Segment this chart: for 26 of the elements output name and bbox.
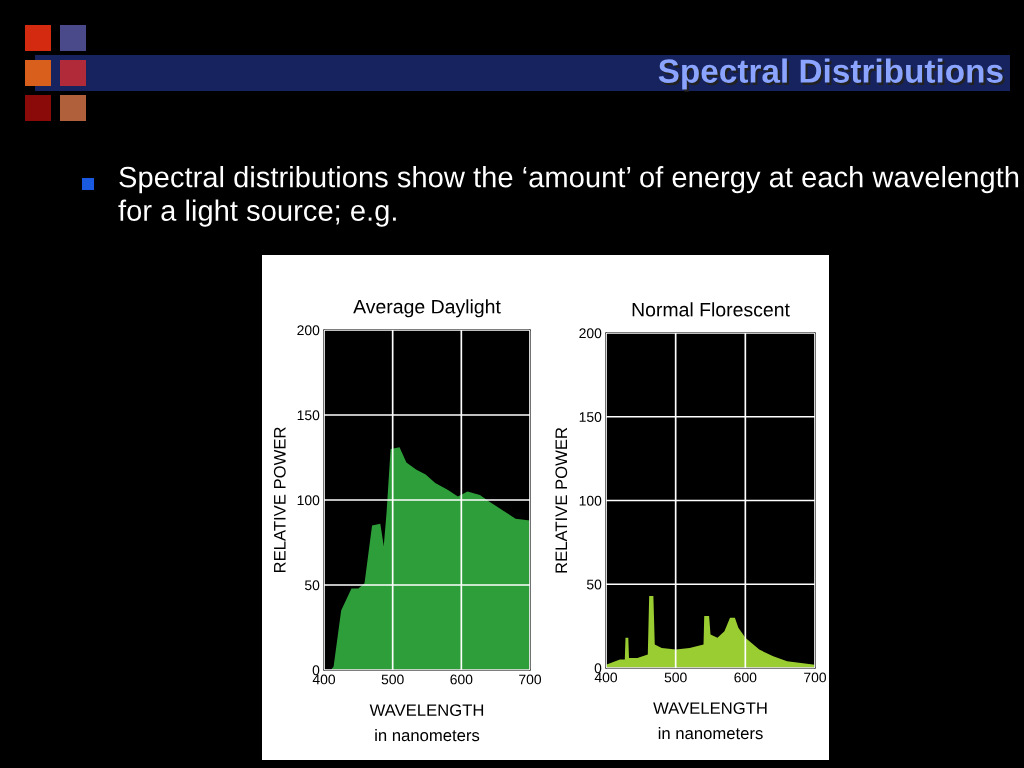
- x-tick-label: 700: [804, 672, 827, 683]
- y-tick-label: 50: [304, 580, 320, 591]
- x-tick-label: 500: [664, 672, 687, 683]
- x-tick-label: 700: [519, 674, 542, 685]
- x-tick-label: 600: [734, 672, 757, 683]
- y-tick-label: 150: [579, 412, 602, 422]
- y-tick-label: 200: [579, 328, 602, 339]
- y-axis-title: RELATIVE POWER: [555, 427, 568, 573]
- y-axis-title: RELATIVE POWER: [273, 427, 286, 573]
- text: Spectral Distributions: [660, 60, 1005, 92]
- text: Spectral distributions show the ‘amount’ of energy at each wavelength for a light source; e.g.: [118, 166, 1019, 227]
- x-tick-label: 400: [594, 672, 618, 683]
- x-tick-label: 400: [312, 674, 336, 685]
- y-tick-label: 0: [594, 663, 602, 674]
- x-tick-label: 500: [381, 674, 404, 685]
- x-tick-label: 600: [450, 674, 473, 685]
- chart-title: Normal Florescent: [632, 302, 790, 317]
- y-tick-label: 50: [586, 579, 602, 590]
- y-tick-label: 0: [312, 665, 320, 676]
- y-tick-label: 150: [297, 410, 320, 421]
- y-tick-label: 100: [297, 495, 320, 506]
- x-axis-title: WAVELENGTH in nanometers: [653, 702, 767, 740]
- chart-title: Average Daylight: [353, 299, 501, 318]
- x-axis-title: WAVELENGTH in nanometers: [369, 704, 484, 742]
- y-tick-label: 200: [297, 325, 320, 336]
- y-tick-label: 100: [579, 495, 602, 506]
